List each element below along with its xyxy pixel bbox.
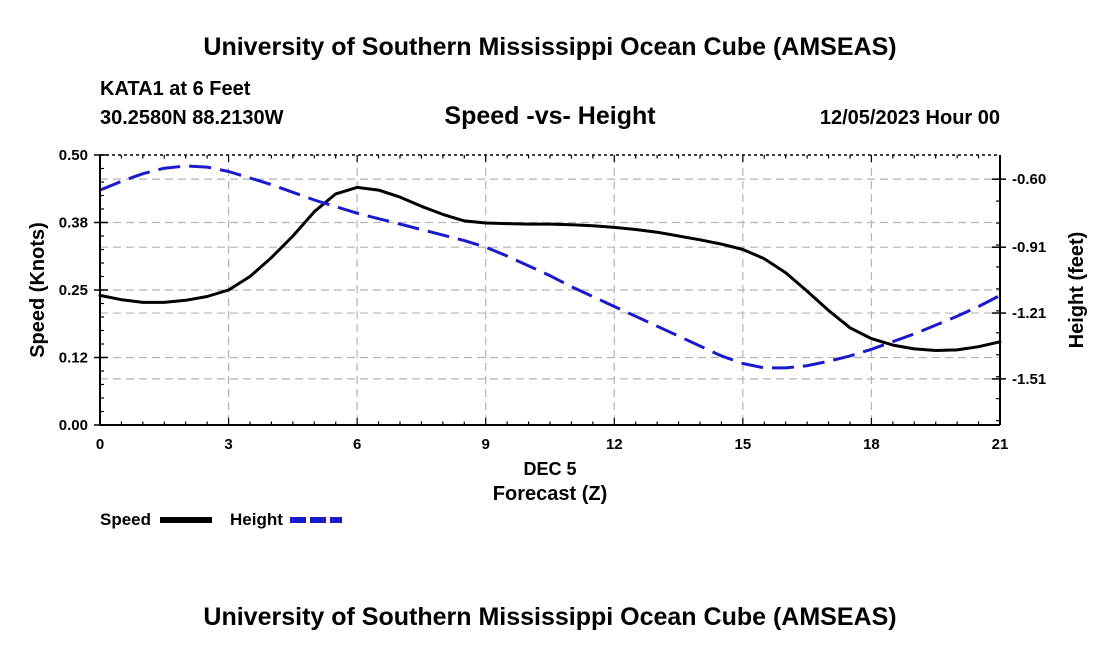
x-tick-label: 15 (735, 436, 752, 453)
x-tick-label: 6 (353, 436, 361, 453)
height-series-line (99, 164, 1001, 370)
legend: Speed Height (100, 510, 342, 529)
y-left-tick-label: 0.50 (59, 147, 88, 164)
y-right-tick-label: -1.51 (1012, 371, 1046, 388)
station-label: KATA1 at 6 Feet (100, 78, 251, 100)
y-left-tick-label: 0.25 (59, 282, 88, 299)
x-tick-label: 9 (482, 436, 490, 453)
coords-label: 30.2580N 88.2130W (100, 107, 284, 129)
y-right-tick-label: -1.21 (1012, 305, 1046, 322)
grid (100, 155, 1000, 425)
speed-series-line (98, 185, 1002, 352)
y-right-tick-label: -0.60 (1012, 171, 1046, 188)
datetime-label: 12/05/2023 Hour 00 (820, 107, 1000, 129)
x-tick-label: 12 (606, 436, 623, 453)
x-date-label: DEC 5 (523, 459, 576, 479)
tick-labels: 0.00 0.12 0.25 0.38 0.50 -0.60 -0.91 -1.21 -1.51… (59, 147, 1046, 453)
x-tick-label: 3 (224, 436, 232, 453)
chart-main-title: University of Southern Mississippi Ocean… (203, 33, 896, 61)
x-tick-label: 0 (96, 436, 104, 453)
y-right-axis-label: Height (feet) (1066, 232, 1088, 349)
chart-title: Speed -vs- Height (444, 102, 656, 130)
y-left-axis-label: Speed (Knots) (27, 222, 49, 358)
legend-speed-label: Speed (100, 510, 151, 529)
footer-title: University of Southern Mississippi Ocean… (203, 603, 896, 631)
y-left-tick-label: 0.12 (59, 350, 88, 367)
plot-frame (94, 154, 1006, 426)
x-tick-label: 21 (992, 436, 1009, 453)
y-right-tick-label: -0.91 (1012, 239, 1046, 256)
y-left-tick-label: 0.00 (59, 417, 88, 434)
x-axis-label: Forecast (Z) (493, 483, 607, 505)
x-tick-label: 18 (863, 436, 880, 453)
series-layer (98, 164, 1002, 370)
legend-height-label: Height (230, 510, 283, 529)
y-left-tick-label: 0.38 (59, 215, 88, 232)
